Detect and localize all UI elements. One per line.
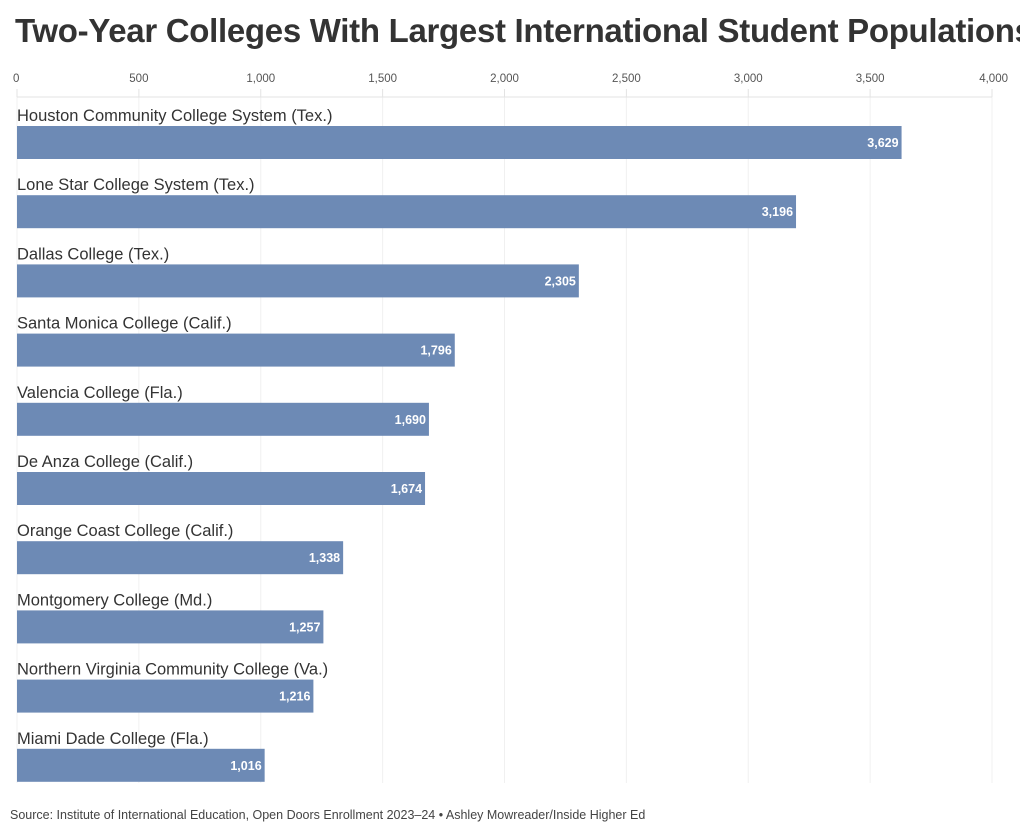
bar <box>17 679 314 713</box>
x-tick-label: 4,000 <box>979 73 1008 85</box>
bar-chart: 0 500 1,000 1,500 2,000 2,500 3,000 3,500 4,000 H… <box>13 73 1008 783</box>
bar <box>17 610 324 644</box>
value-label: 1,216 <box>279 690 310 704</box>
bar <box>17 472 426 505</box>
chart-title: Two-Year Colleges With Largest Internati… <box>15 12 1020 49</box>
x-tick-label: 500 <box>129 73 148 85</box>
category-label: Dallas College (Tex.) <box>17 245 169 263</box>
bar <box>17 195 797 229</box>
x-tick-label: 3,500 <box>856 73 885 85</box>
bar <box>17 748 265 782</box>
value-label: 1,674 <box>391 482 422 496</box>
value-label: 1,796 <box>420 344 451 358</box>
category-label: Santa Monica College (Calif.) <box>17 315 232 333</box>
value-label: 3,196 <box>762 205 793 219</box>
category-label: Northern Virginia Community College (Va.… <box>17 661 328 679</box>
x-tick-label: 1,500 <box>368 73 397 85</box>
x-tick-label: 2,000 <box>490 73 519 85</box>
value-label: 1,690 <box>395 413 426 427</box>
source-note: Source: Institute of International Educa… <box>10 808 646 822</box>
x-tick-label: 3,000 <box>734 73 763 85</box>
x-tick-label: 2,500 <box>612 73 641 85</box>
category-label: Valencia College (Fla.) <box>17 384 183 402</box>
value-label: 1,257 <box>289 620 320 634</box>
bar <box>17 264 579 298</box>
category-label: Houston Community College System (Tex.) <box>17 107 332 125</box>
category-label: Lone Star College System (Tex.) <box>17 176 255 194</box>
category-label: De Anza College (Calif.) <box>17 453 193 471</box>
bar <box>17 402 429 436</box>
x-tick-label: 1,000 <box>246 73 275 85</box>
category-label: Miami Dade College (Fla.) <box>17 730 209 748</box>
bar <box>17 541 344 575</box>
value-label: 1,338 <box>309 551 340 565</box>
category-label: Orange Coast College (Calif.) <box>17 522 233 540</box>
value-label: 3,629 <box>867 136 898 150</box>
x-tick-label: 0 <box>13 73 19 85</box>
value-label: 2,305 <box>545 274 576 288</box>
category-label: Montgomery College (Md.) <box>17 591 212 609</box>
bar <box>17 126 902 159</box>
bar <box>17 333 455 367</box>
value-label: 1,016 <box>230 759 261 773</box>
